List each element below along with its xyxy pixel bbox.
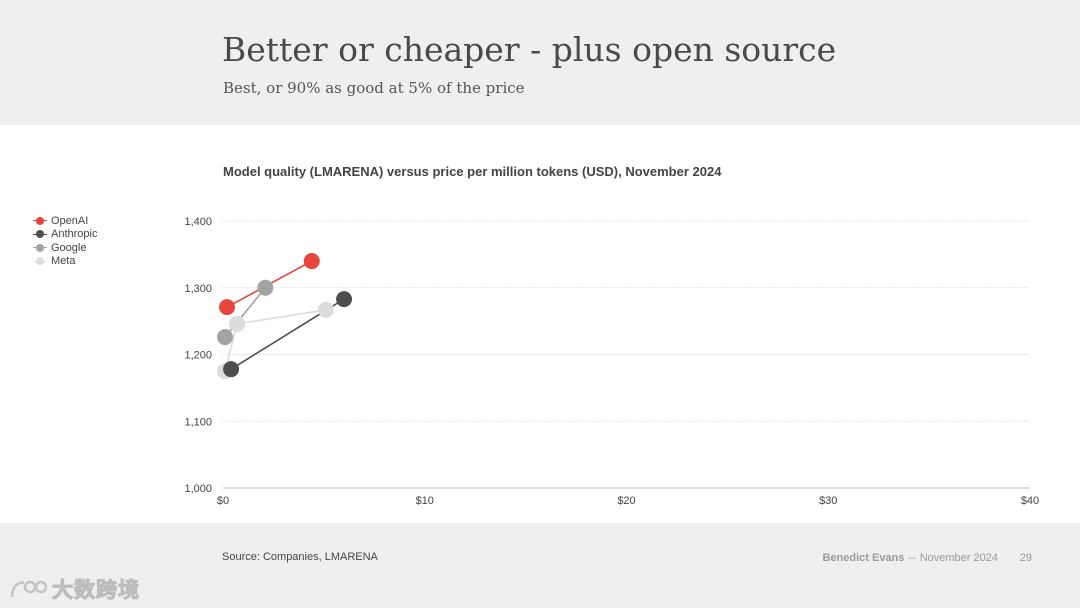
- legend-swatch-dot: [36, 230, 44, 239]
- legend-swatch-dot: [36, 243, 44, 252]
- legend-item-openai: OpenAI: [33, 214, 97, 228]
- watermark-logo-icon: [10, 580, 48, 598]
- legend-swatch: [33, 257, 47, 266]
- legend-label: Meta: [51, 255, 76, 268]
- slide-title: Better or cheaper - plus open source: [222, 30, 837, 69]
- watermark: 大数跨境: [8, 574, 140, 604]
- data-point-openai: [303, 253, 320, 270]
- y-tick-label: 1,000: [184, 483, 212, 495]
- header-band: Better or cheaper - plus open source Bes…: [0, 0, 1080, 125]
- legend-swatch: [33, 230, 47, 239]
- legend-item-meta: Meta: [33, 255, 97, 269]
- footer-band: [0, 523, 1080, 608]
- legend-swatch-dot: [36, 257, 44, 266]
- watermark-text: 大数跨境: [52, 579, 140, 603]
- x-tick-label: $0: [217, 495, 229, 507]
- chart-title: Model quality (LMARENA) versus price per…: [223, 164, 722, 179]
- credit-separator: --: [908, 552, 916, 564]
- y-tick-label: 1,300: [184, 283, 212, 295]
- x-tick-label: $40: [1021, 495, 1039, 507]
- legend-item-google: Google: [33, 241, 97, 255]
- legend-label: OpenAI: [51, 214, 89, 227]
- legend-swatch-dot: [36, 216, 44, 225]
- legend-label: Anthropic: [51, 228, 98, 241]
- presentation-date: November 2024: [919, 552, 998, 564]
- chart-legend: OpenAI Anthropic Google Meta: [33, 214, 97, 268]
- data-point-google: [217, 329, 234, 346]
- slide-subtitle: Best, or 90% as good at 5% of the price: [223, 79, 525, 97]
- scatter-chart: 1,000 1,100 1,200 1,300 1,400 $0 $10 $20 $30 $40: [184, 216, 1039, 507]
- y-tick-label: 1,100: [184, 416, 212, 428]
- page-number: 29: [1019, 552, 1032, 564]
- y-tick-label: 1,200: [184, 350, 212, 362]
- legend-swatch: [33, 216, 47, 225]
- data-point-anthropic: [336, 291, 353, 308]
- x-tick-label: $20: [617, 495, 635, 507]
- data-point-anthropic: [223, 361, 240, 378]
- legend-item-anthropic: Anthropic: [33, 228, 97, 242]
- data-point-meta: [317, 301, 334, 318]
- y-tick-label: 1,400: [184, 216, 212, 228]
- series-line-meta: [236, 308, 327, 325]
- data-point-openai: [219, 299, 236, 316]
- credit-line: Benedict Evans -- November 2024: [822, 552, 998, 564]
- data-point-google: [257, 279, 274, 296]
- x-tick-label: $30: [819, 495, 837, 507]
- data-point-meta: [229, 315, 246, 332]
- author-name: Benedict Evans: [822, 552, 905, 564]
- x-tick-label: $10: [416, 495, 434, 507]
- legend-label: Google: [51, 241, 87, 254]
- legend-swatch: [33, 243, 47, 252]
- source-note: Source: Companies, LMARENA: [222, 551, 378, 563]
